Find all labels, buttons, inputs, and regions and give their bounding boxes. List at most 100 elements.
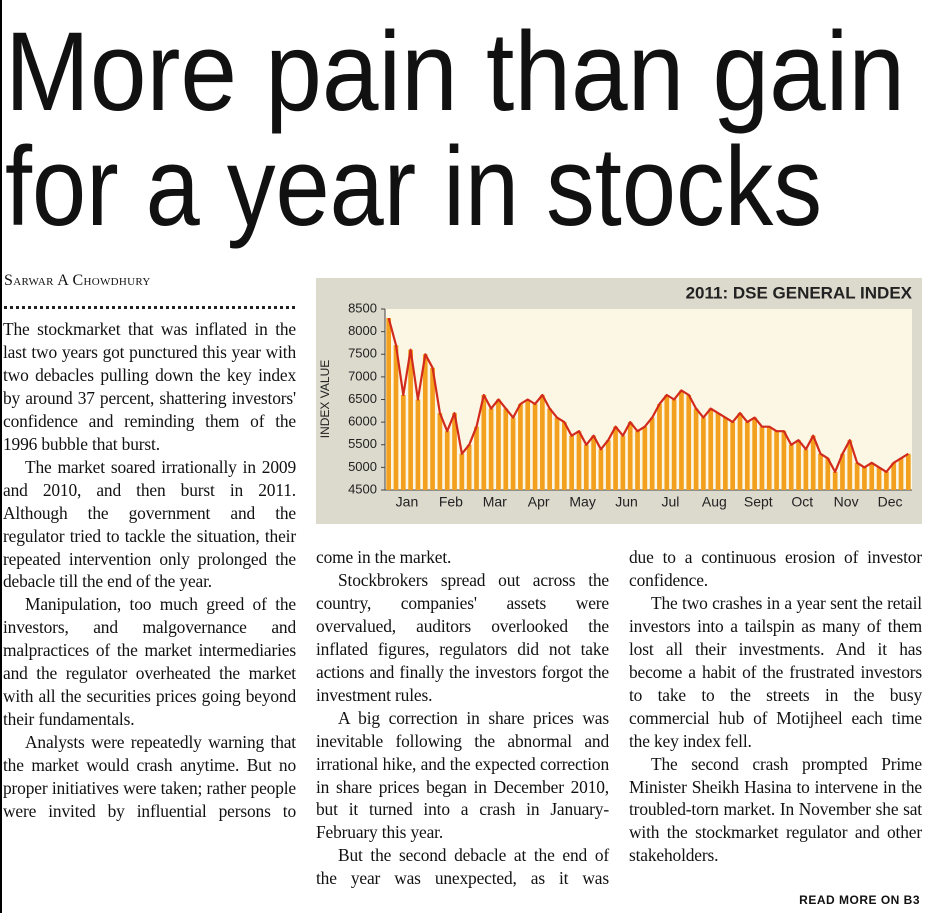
bar	[744, 422, 750, 490]
bar	[642, 426, 648, 490]
bar	[774, 431, 779, 490]
x-tick-label: May	[569, 494, 595, 510]
bar	[393, 345, 399, 490]
bar	[840, 453, 845, 490]
bar	[422, 354, 428, 490]
bar	[452, 413, 457, 490]
paragraph: The market soared irrationally in 2009 a…	[3, 456, 296, 592]
bar	[847, 440, 853, 490]
bar	[715, 413, 721, 490]
bar	[803, 449, 809, 490]
y-tick-label: 6500	[348, 391, 377, 406]
bar	[561, 422, 567, 490]
bar	[854, 462, 860, 490]
bar	[605, 440, 611, 490]
dotted-rule	[4, 306, 295, 309]
paragraph: Stockbrokers spread out across the count…	[316, 569, 609, 705]
text-column: The stockmarket that was inflated in the…	[3, 318, 296, 823]
bar	[613, 426, 618, 490]
bar	[620, 435, 626, 490]
index-line	[387, 317, 909, 473]
bar	[766, 426, 772, 490]
y-axis-label: INDEX VALUE	[318, 360, 332, 438]
bar	[569, 435, 574, 490]
bar	[832, 471, 838, 490]
bar	[876, 467, 882, 490]
x-tick-label: Oct	[791, 494, 813, 510]
x-tick-label: Aug	[702, 494, 727, 510]
byline: Sarwar A Chowdhury	[4, 272, 151, 289]
bar	[905, 453, 911, 490]
bar	[649, 417, 655, 490]
bar	[459, 453, 465, 490]
bar	[818, 453, 823, 490]
y-tick-label: 5500	[348, 436, 377, 451]
x-tick-label: Jan	[396, 494, 419, 510]
y-tick-label: 8000	[348, 323, 377, 338]
paragraph: come in the market.	[316, 547, 452, 567]
bar	[591, 435, 596, 490]
paragraph: due to a continuous erosion of investor …	[629, 547, 922, 590]
chart: 2011: DSE GENERAL INDEX INDEX VALUE 4500…	[316, 278, 922, 524]
bar	[869, 462, 875, 490]
bar	[752, 417, 757, 490]
bar	[788, 444, 794, 490]
x-tick-label: Mar	[483, 494, 507, 510]
bar	[466, 444, 472, 490]
bar	[510, 417, 516, 490]
x-tick-label: Jul	[662, 494, 680, 510]
bar	[540, 394, 545, 490]
bar	[898, 458, 904, 490]
bar	[474, 426, 479, 490]
bar	[884, 471, 889, 490]
x-tick-label: Feb	[439, 494, 463, 510]
paragraph: Manipulation, too much greed of the inve…	[3, 594, 296, 730]
x-tick-label: Apr	[528, 494, 550, 510]
text-column: come in the market. Stockbrokers spread o…	[316, 546, 609, 890]
bar	[488, 408, 494, 490]
bar	[547, 408, 553, 490]
bar	[583, 444, 589, 490]
plot-area	[385, 309, 912, 490]
bar	[554, 417, 560, 490]
bar	[701, 417, 706, 490]
bar	[532, 404, 538, 490]
paragraph: The stockmarket that was inflated in the…	[3, 319, 296, 454]
bar	[496, 399, 501, 490]
paragraph: The second crash prompted Prime Minister…	[629, 753, 922, 866]
bar	[627, 422, 633, 490]
bar	[825, 458, 831, 490]
y-tick-label: 4500	[348, 481, 377, 496]
y-tick-label: 5000	[348, 459, 377, 474]
bar	[737, 413, 743, 490]
bar	[723, 417, 728, 490]
bar	[664, 394, 670, 490]
headline-line: for a year in stocks	[5, 124, 822, 249]
headline-line: More pain than gain	[5, 9, 905, 134]
bar	[781, 431, 787, 490]
text-column: due to a continuous erosion of investor …	[629, 546, 922, 867]
bar	[635, 431, 640, 490]
bar	[437, 413, 443, 490]
headline: More pain than gain for a year in stocks	[5, 9, 905, 249]
y-tick-label: 6000	[348, 414, 377, 429]
read-more[interactable]: READ MORE ON B3	[799, 893, 920, 907]
bar	[657, 404, 662, 490]
x-tick-label: Dec	[878, 494, 903, 510]
bar	[415, 399, 421, 490]
left-rule	[0, 0, 2, 913]
bar	[503, 408, 509, 490]
chart-title: 2011: DSE GENERAL INDEX	[686, 283, 913, 302]
bar	[891, 462, 897, 490]
bar	[730, 422, 736, 490]
bar	[444, 431, 450, 490]
paragraph: A big correction in share prices was ine…	[316, 707, 609, 843]
bar	[598, 449, 604, 490]
bar	[862, 467, 867, 490]
bar	[686, 394, 692, 490]
x-tick-label: Jun	[615, 494, 638, 510]
bar	[408, 349, 413, 490]
bar	[525, 399, 531, 490]
bar	[796, 440, 801, 490]
